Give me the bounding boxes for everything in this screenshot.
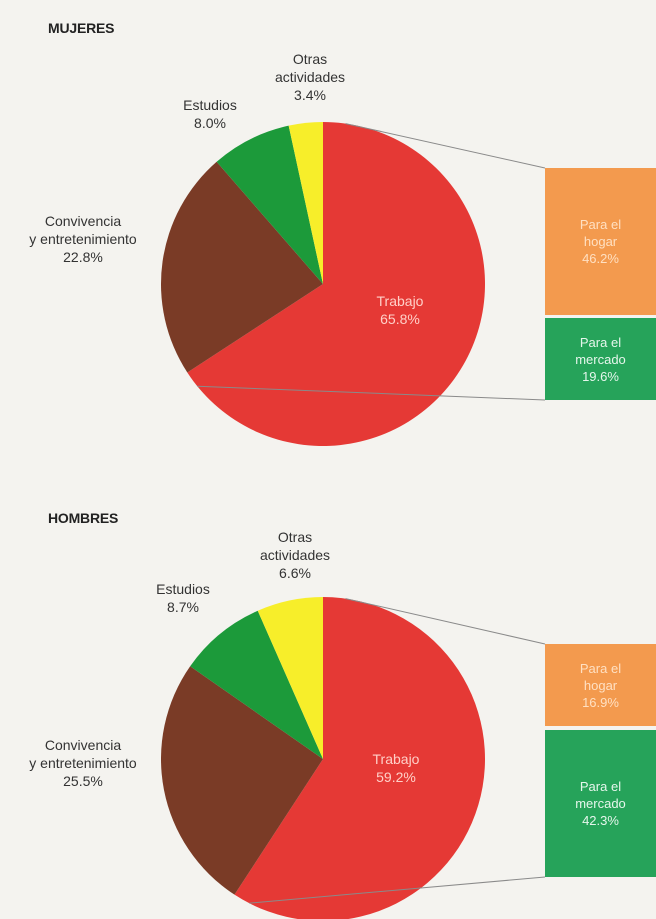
breakdown-mercado: Para el mercado 42.3% <box>545 730 656 877</box>
label-otras: Otras actividades 6.6% <box>259 529 331 581</box>
pie-slice-trabajo <box>234 597 485 919</box>
connector-line-top <box>345 123 546 169</box>
pie-slice-otras <box>257 597 323 759</box>
label-estudios: Estudios 8.7% <box>156 581 210 615</box>
pie-slice-trabajo <box>187 122 486 446</box>
connector-line-top <box>345 598 546 645</box>
pie-slice-convivencia <box>161 161 323 373</box>
label-trabajo: Trabajo 65.8% <box>376 293 424 327</box>
breakdown-mercado: Para el mercado 19.6% <box>545 318 656 400</box>
label-otras: Otras actividades 3.4% <box>274 51 346 103</box>
connector-line-bottom <box>249 876 546 904</box>
label-convivencia: Convivencia y entretenimiento 22.8% <box>29 213 137 265</box>
pie-slice-estudios <box>216 125 323 285</box>
chart-title: MUJERES <box>48 20 115 36</box>
chart-panel-mujeres: MUJERES Otras actividades 3.4% Estudios … <box>29 20 656 446</box>
breakdown-hogar: Para el hogar 46.2% <box>545 168 656 315</box>
pie-chart <box>161 122 546 446</box>
pie-chart <box>161 597 546 919</box>
label-estudios: Estudios 8.0% <box>183 97 237 131</box>
pie-slice-otras <box>288 122 323 284</box>
chart-panel-hombres: HOMBRES Otras actividades 6.6% Estudios … <box>0 470 656 919</box>
pie-slice-estudios <box>190 610 323 759</box>
connector-line-bottom <box>197 385 546 401</box>
label-trabajo: Trabajo 59.2% <box>372 751 420 785</box>
pie-slice-convivencia <box>161 666 323 895</box>
label-convivencia: Convivencia y entretenimiento 25.5% <box>29 737 137 789</box>
breakdown-hogar: Para el hogar 16.9% <box>545 644 656 726</box>
chart-title: HOMBRES <box>48 510 119 526</box>
